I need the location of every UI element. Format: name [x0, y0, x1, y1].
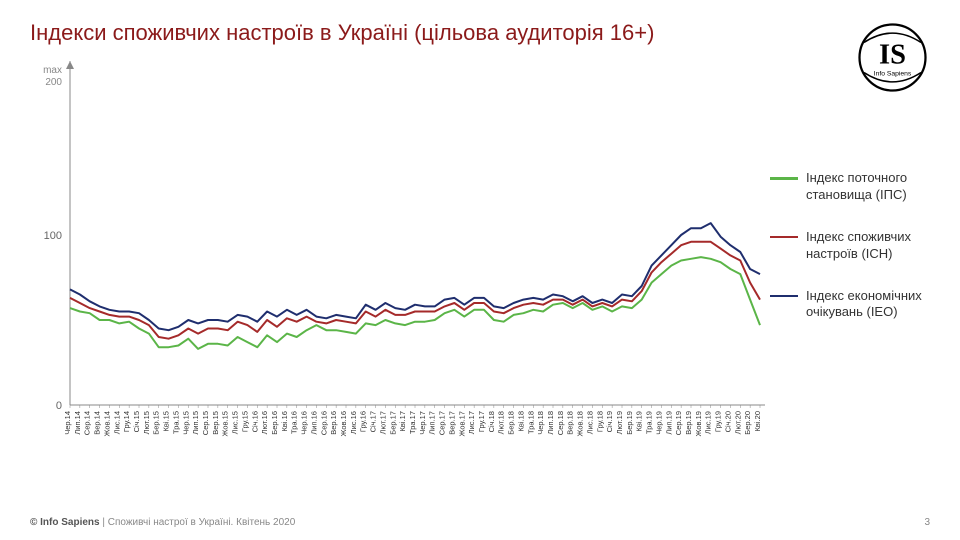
legend-item: Індекс поточного становища (ІПС) [770, 170, 930, 204]
svg-text:Бер.19: Бер.19 [625, 411, 634, 435]
svg-text:Жов.16: Жов.16 [339, 411, 348, 436]
svg-text:Сер.19: Сер.19 [674, 411, 683, 435]
svg-text:Чер.19: Чер.19 [654, 411, 663, 435]
svg-text:Лип.17: Лип.17 [428, 411, 437, 435]
svg-text:Лют.19: Лют.19 [615, 411, 624, 434]
svg-text:Жов.17: Жов.17 [457, 411, 466, 436]
svg-text:Жов.14: Жов.14 [102, 411, 111, 436]
svg-text:Сер.18: Сер.18 [556, 411, 565, 435]
svg-text:Кві.17: Кві.17 [398, 411, 407, 431]
legend-label: Індекс споживчих настроїв (ІСН) [806, 229, 930, 263]
svg-text:Січ.19: Січ.19 [605, 411, 614, 432]
svg-text:Лис.17: Лис.17 [467, 411, 476, 434]
svg-text:0: 0 [56, 400, 62, 412]
legend: Індекс поточного становища (ІПС) Індекс … [770, 170, 930, 346]
svg-text:Гру.19: Гру.19 [714, 411, 723, 432]
svg-text:Січ.17: Січ.17 [369, 411, 378, 432]
svg-text:Тра.18: Тра.18 [526, 411, 535, 434]
svg-text:Бер.18: Бер.18 [507, 411, 516, 435]
legend-label: Індекс поточного становища (ІПС) [806, 170, 930, 204]
svg-text:Чер.17: Чер.17 [418, 411, 427, 435]
footer: © Info Sapiens | Споживчі настрої в Укра… [30, 517, 930, 528]
svg-text:Лип.19: Лип.19 [664, 411, 673, 435]
svg-text:Кві.15: Кві.15 [162, 411, 171, 431]
svg-text:Чер.18: Чер.18 [536, 411, 545, 435]
svg-text:Сер.16: Сер.16 [319, 411, 328, 435]
legend-swatch [770, 177, 798, 180]
legend-item: Індекс споживчих настроїв (ІСН) [770, 229, 930, 263]
chart-area: max200 0 100 Чер.14Лип.14Сер.14Вер.14Жов.14… [30, 55, 930, 475]
svg-text:Вер.15: Вер.15 [211, 411, 220, 435]
svg-text:Лип.18: Лип.18 [546, 411, 555, 435]
svg-text:Кві.18: Кві.18 [516, 411, 525, 431]
svg-text:Лип.14: Лип.14 [73, 411, 82, 435]
footer-source: © Info Sapiens | Споживчі настрої в Укра… [30, 517, 295, 528]
svg-text:Чер.15: Чер.15 [181, 411, 190, 435]
svg-text:Лис.18: Лис.18 [585, 411, 594, 434]
svg-text:Гру.18: Гру.18 [595, 411, 604, 432]
page: Індекси споживчих настроїв в Україні (ці… [0, 0, 960, 540]
svg-text:Жов.15: Жов.15 [221, 411, 230, 436]
legend-label: Індекс економічних очікувань (ІЕО) [806, 288, 930, 322]
svg-text:max: max [43, 65, 62, 76]
svg-text:Кві.20: Кві.20 [753, 411, 762, 431]
svg-text:Гру.15: Гру.15 [240, 411, 249, 432]
svg-text:Лис.16: Лис.16 [349, 411, 358, 434]
svg-text:Тра.15: Тра.15 [171, 411, 180, 434]
svg-text:Гру.16: Гру.16 [359, 411, 368, 432]
svg-text:Лис.14: Лис.14 [112, 411, 121, 434]
svg-text:Вер.17: Вер.17 [447, 411, 456, 435]
svg-text:Жов.18: Жов.18 [576, 411, 585, 436]
chart-title: Індекси споживчих настроїв в Україні (ці… [30, 20, 654, 46]
legend-swatch [770, 236, 798, 239]
svg-text:Лют.20: Лют.20 [733, 411, 742, 434]
svg-text:200: 200 [45, 77, 62, 88]
svg-text:Січ.15: Січ.15 [132, 411, 141, 432]
svg-text:Сер.15: Сер.15 [201, 411, 210, 435]
svg-text:Лис.19: Лис.19 [704, 411, 713, 434]
svg-text:Січ.18: Січ.18 [487, 411, 496, 432]
svg-text:Лип.15: Лип.15 [191, 411, 200, 435]
svg-text:Тра.16: Тра.16 [290, 411, 299, 434]
svg-text:Лип.16: Лип.16 [309, 411, 318, 435]
svg-text:Вер.16: Вер.16 [329, 411, 338, 435]
svg-text:Лют.15: Лют.15 [142, 411, 151, 434]
svg-text:Бер.15: Бер.15 [152, 411, 161, 435]
svg-text:Вер.19: Вер.19 [684, 411, 693, 435]
svg-text:Жов.19: Жов.19 [694, 411, 703, 436]
svg-text:Сер.14: Сер.14 [83, 411, 92, 435]
svg-text:Лют.16: Лют.16 [260, 411, 269, 434]
legend-item: Індекс економічних очікувань (ІЕО) [770, 288, 930, 322]
footer-brand: © Info Sapiens [30, 517, 100, 528]
svg-text:Бер.20: Бер.20 [743, 411, 752, 435]
svg-text:Вер.18: Вер.18 [566, 411, 575, 435]
svg-text:Гру.14: Гру.14 [122, 411, 131, 432]
footer-caption: | Споживчі настрої в Україні. Квітень 20… [100, 517, 296, 528]
svg-text:Лис.15: Лис.15 [231, 411, 240, 434]
svg-text:Чер.16: Чер.16 [300, 411, 309, 435]
svg-text:Кві.19: Кві.19 [635, 411, 644, 431]
svg-text:Кві.16: Кві.16 [280, 411, 289, 431]
svg-text:Бер.17: Бер.17 [388, 411, 397, 435]
svg-text:Лют.18: Лют.18 [497, 411, 506, 434]
svg-text:Тра.17: Тра.17 [408, 411, 417, 434]
legend-swatch [770, 295, 798, 298]
page-number: 3 [924, 517, 930, 528]
svg-text:Гру.17: Гру.17 [477, 411, 486, 432]
svg-text:Чер.14: Чер.14 [63, 411, 72, 435]
svg-text:100: 100 [44, 230, 62, 242]
svg-text:Сер.17: Сер.17 [438, 411, 447, 435]
svg-text:Лют.17: Лют.17 [378, 411, 387, 434]
svg-text:Січ.20: Січ.20 [723, 411, 732, 432]
svg-text:Тра.19: Тра.19 [645, 411, 654, 434]
svg-text:Вер.14: Вер.14 [93, 411, 102, 435]
svg-text:Бер.16: Бер.16 [270, 411, 279, 435]
svg-text:Січ.16: Січ.16 [250, 411, 259, 432]
